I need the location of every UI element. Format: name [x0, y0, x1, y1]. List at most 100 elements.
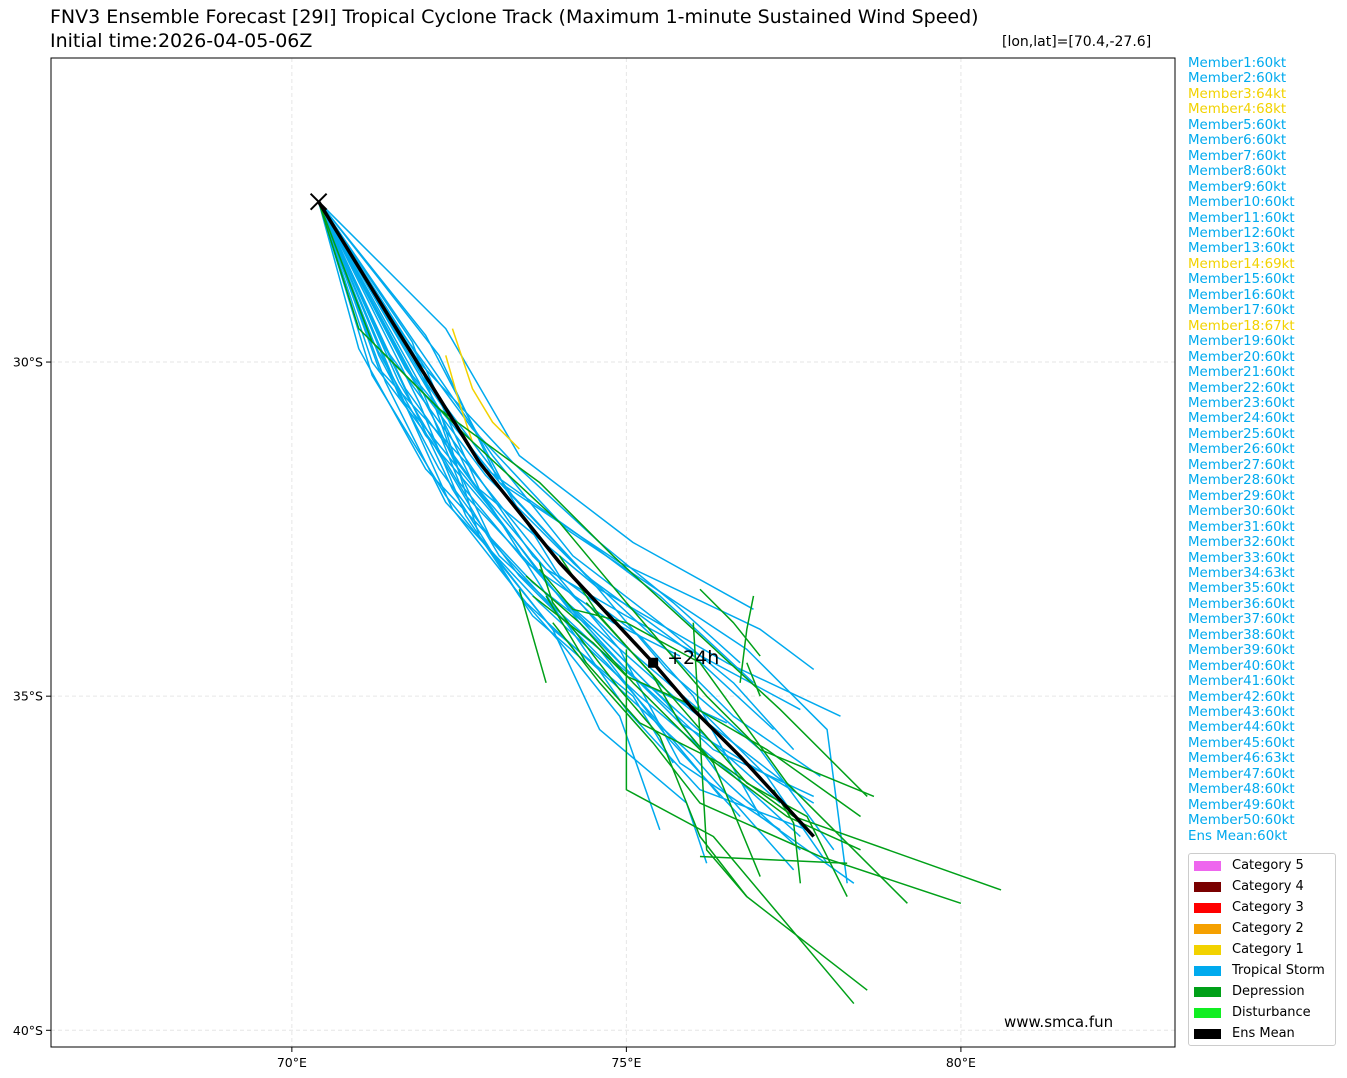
legend-label: Category 4 — [1232, 879, 1304, 894]
member-intensity-item: Member34:63kt — [1188, 565, 1295, 581]
legend-label: Category 3 — [1232, 900, 1304, 915]
member-intensity-item: Member27:60kt — [1188, 457, 1295, 473]
member-intensity-item: Member19:60kt — [1188, 334, 1295, 350]
chart-title: FNV3 Ensemble Forecast [29I] Tropical Cy… — [50, 6, 979, 28]
member-intensity-item: Member7:60kt — [1188, 148, 1287, 164]
legend-swatch — [1194, 861, 1221, 871]
x-tick-label: 80°E — [946, 1055, 976, 1070]
member-intensity-item: Member41:60kt — [1188, 674, 1295, 690]
member-intensity-item: Member24:60kt — [1188, 411, 1295, 427]
coordinate-readout: [lon,lat]=[70.4,-27.6] — [1002, 34, 1152, 50]
member-intensity-item: Member46:63kt — [1188, 751, 1295, 767]
mean-24h-label: +24h — [667, 647, 719, 669]
member-intensity-item: Member21:60kt — [1188, 365, 1295, 381]
member-intensity-item: Member20:60kt — [1188, 349, 1295, 365]
member-intensity-item: Member3:64kt — [1188, 86, 1287, 102]
plot-frame — [50, 57, 1176, 1048]
member-intensity-item: Member13:60kt — [1188, 241, 1295, 257]
member-track — [451, 328, 520, 450]
y-tick-label: 30°S — [13, 355, 43, 370]
member-intensity-item: Member35:60kt — [1188, 581, 1295, 597]
mean-24h-marker — [648, 657, 659, 668]
member-intensity-item: Member25:60kt — [1188, 426, 1295, 442]
member-intensity-item: Member11:60kt — [1188, 210, 1295, 226]
member-track — [558, 555, 761, 877]
member-intensity-item: Member42:60kt — [1188, 689, 1295, 705]
member-track — [746, 662, 761, 697]
member-intensity-item: Member18:67kt — [1188, 318, 1295, 334]
member-intensity-item: Member1:60kt — [1188, 56, 1287, 71]
member-intensity-item: Member22:60kt — [1188, 380, 1295, 396]
member-intensity-item: Member31:60kt — [1188, 519, 1295, 535]
ens-mean-track — [317, 200, 816, 838]
member-intensity-item: Member29:60kt — [1188, 488, 1295, 504]
legend-label: Category 5 — [1232, 858, 1304, 873]
member-track — [317, 201, 875, 798]
member-track — [699, 855, 848, 864]
member-track — [445, 355, 474, 443]
legend-swatch — [1194, 903, 1221, 913]
member-intensity-item: Member40:60kt — [1188, 658, 1295, 674]
member-track — [317, 201, 781, 804]
legend-label: Disturbance — [1232, 1005, 1311, 1020]
member-intensity-item: Member12:60kt — [1188, 225, 1295, 241]
member-intensity-item: Member2:60kt — [1188, 71, 1287, 87]
member-intensity-item: Member44:60kt — [1188, 720, 1295, 736]
legend-swatch — [1194, 966, 1221, 976]
member-intensity-item: Member36:60kt — [1188, 596, 1295, 612]
legend-swatch — [1194, 882, 1221, 892]
member-track — [518, 589, 547, 684]
member-intensity-item: Member23:60kt — [1188, 395, 1295, 411]
member-intensity-item: Member47:60kt — [1188, 766, 1295, 782]
y-tick-label: 35°S — [13, 689, 43, 704]
member-intensity-item: Member28:60kt — [1188, 473, 1295, 489]
watermark: www.smca.fun — [1004, 1013, 1114, 1031]
member-track — [317, 201, 741, 664]
member-track — [317, 201, 801, 851]
member-track — [317, 201, 781, 831]
member-intensity-item: Member17:60kt — [1188, 303, 1295, 319]
start-x-stroke — [309, 192, 328, 211]
member-track — [317, 201, 868, 797]
member-intensity-item: Member14:69kt — [1188, 256, 1295, 272]
member-track — [317, 201, 821, 777]
member-track — [532, 595, 861, 818]
member-intensity-item: Member50:60kt — [1188, 813, 1295, 829]
member-track — [699, 588, 761, 657]
member-intensity-item: Member43:60kt — [1188, 705, 1295, 721]
legend-swatch — [1194, 1029, 1221, 1039]
member-intensity-item: Member32:60kt — [1188, 535, 1295, 551]
member-intensity-item: Member49:60kt — [1188, 797, 1295, 813]
member-track — [585, 602, 848, 897]
member-intensity-item: Member8:60kt — [1188, 164, 1287, 180]
member-intensity-item: Member10:60kt — [1188, 195, 1295, 211]
member-track — [538, 568, 908, 904]
member-intensity-list: Member1:60kt Member2:60kt Member3:64kt Memb… — [1188, 56, 1295, 844]
map-grid — [51, 58, 1175, 1047]
member-track — [317, 201, 775, 731]
member-intensity-item: Ens Mean:60kt — [1188, 828, 1288, 844]
legend-swatch — [1194, 1008, 1221, 1018]
member-intensity-item: Member5:60kt — [1188, 117, 1287, 133]
member-intensity-item: Member30:60kt — [1188, 504, 1295, 520]
legend-label: Tropical Storm — [1232, 963, 1325, 978]
member-intensity-item: Member26:60kt — [1188, 442, 1295, 458]
x-tick-label: 75°E — [611, 1055, 641, 1070]
member-track — [317, 201, 815, 798]
member-intensity-item: Member45:60kt — [1188, 735, 1295, 751]
member-intensity-item: Member48:60kt — [1188, 782, 1295, 798]
legend-label: Category 2 — [1232, 921, 1304, 936]
member-track — [317, 201, 815, 804]
legend-swatch — [1194, 987, 1221, 997]
member-intensity-item: Member15:60kt — [1188, 272, 1295, 288]
member-intensity-item: Member4:68kt — [1188, 102, 1287, 118]
member-track — [318, 201, 754, 610]
member-track — [317, 201, 721, 797]
member-track — [739, 595, 755, 683]
member-track — [772, 789, 802, 884]
member-track — [317, 201, 755, 684]
map-axes: 70°E 75°E 80°E 30°S 35°S 40°S — [13, 57, 1176, 1070]
member-intensity-item: Member9:60kt — [1188, 179, 1287, 195]
member-intensity-item: Member6:60kt — [1188, 133, 1287, 149]
member-track — [545, 595, 1002, 891]
